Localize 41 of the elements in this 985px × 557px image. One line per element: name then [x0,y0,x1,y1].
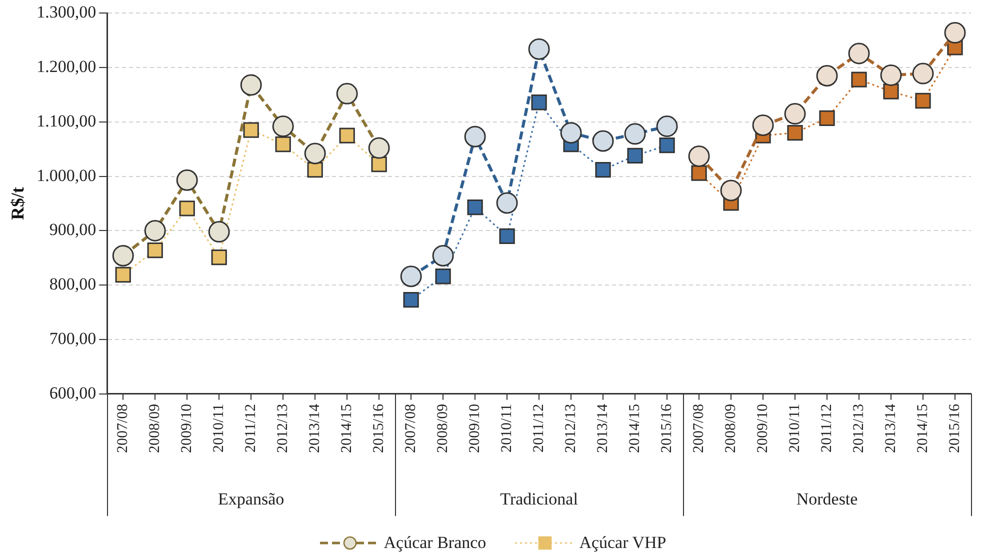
x-tick-label: 2015/16 [658,403,675,454]
y-tick-label: 1.100,00 [36,111,96,130]
x-tick-label: 2008/09 [722,404,739,454]
x-tick-label: 2007/08 [403,404,419,454]
x-tick-label: 2014/15 [626,404,643,454]
x-tick-label: 2015/16 [371,403,388,454]
x-tick-label: 2013/14 [307,403,324,454]
x-tick-label: 2012/13 [562,404,579,454]
x-tick-label: 2010/11 [498,404,515,452]
x-tick-label: 2011/12 [530,404,547,452]
y-tick-label: 900,00 [49,220,96,240]
text: Expansão [218,489,284,508]
x-tick-label: 2009/10 [466,404,483,454]
x-tick-label: 2007/08 [115,404,132,454]
y-tick-label: 700,00 [49,328,96,348]
x-tick-label: 2012/13 [850,404,867,454]
x-tick-label: 2012/13 [275,404,292,454]
x-tick-label: 2009/10 [179,404,196,454]
x-tick-label: 2008/09 [435,404,451,454]
legend-label: Açúcar VHP [579,533,666,553]
x-tick-label: 2013/14 [882,403,899,454]
y-tick-label: 1.300,00 [36,2,96,22]
y-tick-label: 600,00 [49,383,96,402]
y-tick-label: 1.000,00 [36,166,96,185]
x-tick-label: 2009/10 [754,404,771,454]
x-tick-label: 2014/15 [339,404,356,454]
y-tick-label: 800,00 [49,274,96,294]
x-tick-label: 2011/12 [243,404,260,452]
text: Nordeste [796,489,858,508]
x-tick-label: 2013/14 [594,403,611,454]
y-axis-title: R$/t [7,187,28,220]
legend-label: Açúcar Branco [384,533,486,553]
text: Tradicional [500,489,578,508]
x-tick-label: 2010/11 [786,404,803,452]
x-tick-label: 2011/12 [818,404,835,452]
x-tick-label: 2014/15 [914,404,931,454]
x-tick-label: 2015/16 [946,403,963,454]
x-tick-label: 2010/11 [211,404,228,452]
y-tick-label: 1.200,00 [36,57,96,76]
x-tick-label: 2007/08 [690,404,707,454]
x-tick-label: 2008/09 [147,404,164,454]
